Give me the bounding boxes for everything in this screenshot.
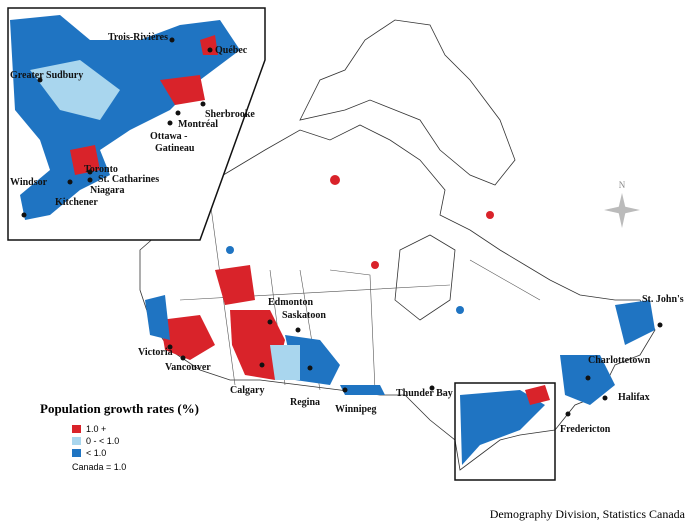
city-label: Kitchener <box>55 197 98 208</box>
city-dot <box>167 120 173 126</box>
city-label: Thunder Bay <box>396 388 453 399</box>
city-label: Edmonton <box>268 297 313 308</box>
city-label: St. John's <box>642 294 684 305</box>
compass-label: N <box>619 180 626 190</box>
city-dot <box>259 362 265 368</box>
city-dots <box>21 37 663 417</box>
arctic-islands <box>299 19 516 186</box>
city-dot <box>585 375 591 381</box>
city-label: Trois-Rivières <box>108 32 168 43</box>
legend-title: Population growth rates (%) <box>40 401 199 416</box>
city-label: Niagara <box>90 185 124 196</box>
city-dot <box>429 385 435 391</box>
legend-swatch <box>72 449 81 457</box>
city-label: Regina <box>290 397 320 408</box>
city-label: Greater Sudbury <box>10 70 83 81</box>
city-label: Gatineau <box>155 143 195 154</box>
legend-label: 0 - < 1.0 <box>86 436 119 446</box>
city-label: Saskatoon <box>282 310 326 321</box>
legend-label: < 1.0 <box>86 448 106 458</box>
city-label: Sherbrooke <box>205 109 255 120</box>
compass <box>604 193 640 228</box>
city-dot <box>200 101 206 107</box>
city-dot <box>87 177 93 183</box>
city-label: Victoria <box>138 347 173 358</box>
city-label: Montréal <box>178 119 218 130</box>
source: Demography Division, Statistics Canada <box>490 507 686 521</box>
city-dot <box>21 212 27 218</box>
note: Canada = 1.0 <box>72 462 126 472</box>
city-dot <box>175 110 181 116</box>
inset-areas <box>10 15 240 220</box>
city-dot <box>180 355 186 361</box>
city-dot <box>307 365 313 371</box>
inset-locator <box>454 382 556 481</box>
city-dot <box>169 37 175 43</box>
city-label: Ottawa - <box>150 131 188 142</box>
city-label: Toronto <box>84 164 118 175</box>
legend-swatch <box>72 425 81 433</box>
city-dot <box>657 322 663 328</box>
city-dot <box>87 169 93 175</box>
city-dot <box>167 344 173 350</box>
city-dot <box>295 327 301 333</box>
legend-swatch <box>72 437 81 445</box>
city-dot <box>342 387 348 393</box>
city-label: Charlottetown <box>588 355 651 366</box>
city-dot <box>207 47 213 53</box>
legend: 1.0 + 0 - < 1.0 < 1.0 <box>72 424 119 458</box>
city-label: Québec <box>215 45 248 56</box>
city-label: Fredericton <box>560 424 611 435</box>
hudson-bay <box>394 234 456 321</box>
city-dot <box>602 395 608 401</box>
city-dot <box>565 411 571 417</box>
city-label: Winnipeg <box>335 404 377 415</box>
city-label: Calgary <box>230 385 264 396</box>
city-label: Halifax <box>618 392 650 403</box>
growth-areas <box>145 175 655 465</box>
city-dot <box>37 77 43 83</box>
city-label: St. Catharines <box>98 174 159 185</box>
city-label: Vancouver <box>165 362 211 373</box>
city-dot <box>267 319 273 325</box>
city-label: Windsor <box>10 177 48 188</box>
legend-label: 1.0 + <box>86 424 106 434</box>
city-dot <box>67 179 73 185</box>
